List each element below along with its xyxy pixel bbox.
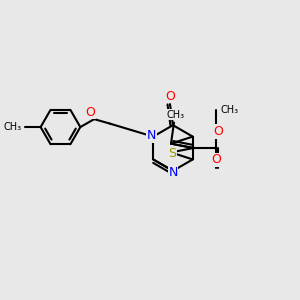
Text: O: O xyxy=(211,153,221,167)
Text: CH₃: CH₃ xyxy=(221,105,239,115)
Text: O: O xyxy=(85,106,95,119)
Text: CH₃: CH₃ xyxy=(167,110,185,120)
Text: O: O xyxy=(165,90,175,103)
Text: S: S xyxy=(168,147,176,160)
Text: CH₃: CH₃ xyxy=(4,122,22,132)
Text: O: O xyxy=(213,125,223,138)
Text: N: N xyxy=(146,129,156,142)
Text: N: N xyxy=(168,166,178,179)
